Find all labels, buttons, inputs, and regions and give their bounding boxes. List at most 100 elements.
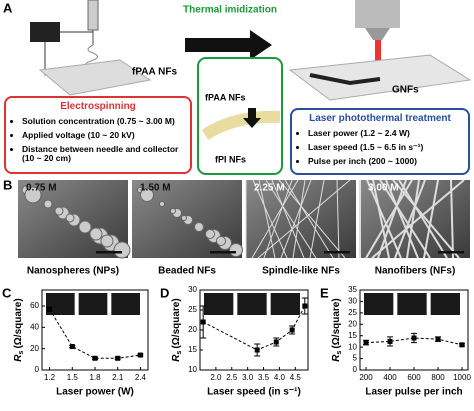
laser-head bbox=[355, 0, 400, 28]
param: Distance between needle and collector (1… bbox=[22, 144, 184, 165]
electrospinning-box: Electrospinning Solution concentration (… bbox=[4, 96, 192, 174]
y-tick-label: 20 bbox=[348, 319, 357, 328]
caption: Beaded NFs bbox=[158, 266, 216, 277]
y-tick-label: 0 bbox=[353, 365, 358, 374]
inset-photo bbox=[397, 293, 427, 315]
data-point bbox=[137, 352, 143, 358]
fiber bbox=[271, 179, 305, 259]
fiber bbox=[377, 179, 407, 259]
y-tick-label: 0 bbox=[35, 365, 40, 374]
collector bbox=[38, 59, 152, 96]
fiber bbox=[394, 179, 426, 259]
fiber bbox=[280, 179, 312, 259]
fiber bbox=[278, 179, 346, 259]
fiber bbox=[398, 179, 448, 259]
x-tick-label: 1000 bbox=[453, 373, 471, 382]
x-tick-label: 400 bbox=[383, 373, 397, 382]
particle bbox=[43, 199, 53, 209]
x-tick-label: 1.8 bbox=[89, 373, 101, 382]
y-tick-label: 15 bbox=[348, 331, 357, 340]
particle bbox=[229, 243, 243, 257]
fiber bbox=[292, 179, 306, 259]
fiber bbox=[366, 179, 402, 259]
gnf-label: GNFs bbox=[392, 85, 419, 96]
particle bbox=[216, 236, 226, 246]
fiber bbox=[201, 110, 281, 141]
fiber bbox=[284, 179, 334, 259]
caption: Nanofibers (NFs) bbox=[375, 266, 456, 277]
y-tick-label: 60 bbox=[30, 301, 39, 310]
param: Applied voltage (10 ~ 20 kV) bbox=[22, 130, 184, 141]
y-axis-label: Rs (Ω/square) bbox=[331, 298, 343, 361]
particle bbox=[89, 227, 103, 241]
syringe bbox=[87, 0, 99, 31]
concentration-label: 3.00 M bbox=[368, 183, 399, 194]
y-tick-label: 30 bbox=[188, 285, 197, 294]
data-point bbox=[289, 327, 295, 333]
x-tick-label: 3.0 bbox=[242, 373, 254, 382]
x-tick-label: 4.0 bbox=[274, 373, 286, 382]
scale-bar bbox=[210, 251, 236, 254]
fpaa-label: fPAA NFs bbox=[132, 67, 177, 78]
x-axis-label: Laser power (W) bbox=[56, 387, 134, 398]
panel-label: C bbox=[2, 285, 12, 300]
panel-label: A bbox=[3, 0, 13, 15]
panel-label: B bbox=[3, 177, 12, 192]
y-tick-label: 40 bbox=[30, 322, 39, 331]
inset-photo bbox=[430, 293, 460, 315]
y-label-unit: (Ω/square) bbox=[331, 298, 342, 348]
x-tick-label: 1.5 bbox=[67, 373, 79, 382]
power-supply bbox=[30, 22, 60, 42]
x-tick-label: 600 bbox=[407, 373, 421, 382]
fiber bbox=[392, 179, 460, 259]
y-label-subscript: s bbox=[336, 350, 343, 354]
inset-photo bbox=[237, 293, 267, 315]
x-tick-label: 2.4 bbox=[135, 373, 147, 382]
data-point bbox=[47, 306, 53, 312]
fiber bbox=[336, 179, 340, 259]
particle bbox=[113, 241, 131, 259]
x-tick-label: 2.5 bbox=[226, 373, 238, 382]
data-point bbox=[200, 319, 206, 325]
y-label-symbol: R bbox=[171, 354, 182, 362]
data-point bbox=[459, 342, 465, 348]
y-tick-label: 10 bbox=[348, 342, 357, 351]
caption: Spindle-like NFs bbox=[262, 266, 340, 277]
inset-photo bbox=[204, 293, 234, 315]
fiber bbox=[257, 179, 351, 259]
graphene-trace bbox=[309, 73, 381, 86]
data-point bbox=[387, 338, 393, 344]
data-point bbox=[115, 355, 121, 361]
scale-bar bbox=[324, 251, 350, 254]
y-tick-label: 30 bbox=[348, 297, 357, 306]
particle bbox=[170, 208, 176, 214]
particle bbox=[181, 215, 187, 221]
scale-bar bbox=[96, 251, 122, 254]
x-tick-label: 2.0 bbox=[210, 373, 222, 382]
series-line bbox=[49, 308, 141, 359]
inset-bottom-label: fPI NFs bbox=[215, 154, 246, 164]
inset-photo bbox=[46, 293, 75, 315]
inset-top-label: fPAA NFs bbox=[205, 92, 246, 102]
fiber bbox=[450, 179, 454, 259]
y-label-subscript: s bbox=[18, 350, 25, 354]
concentration-label: 2.25 M bbox=[254, 183, 285, 194]
fiber bbox=[371, 179, 465, 259]
data-point bbox=[363, 340, 369, 346]
fiber bbox=[258, 179, 276, 259]
fiber bbox=[379, 179, 431, 259]
series-line bbox=[365, 337, 463, 346]
inset-photo bbox=[78, 293, 108, 315]
caption: Nanospheres (NPs) bbox=[27, 266, 119, 277]
laser-box: Laser photothermal treatment Laser power… bbox=[290, 108, 470, 175]
x-axis-label: Laser speed (in s⁻¹) bbox=[207, 387, 301, 398]
particle bbox=[100, 234, 114, 248]
y-axis-label: Rs (Ω/square) bbox=[13, 298, 25, 361]
y-tick-label: 20 bbox=[30, 344, 39, 353]
param: Pulse per inch (200 ~ 1000) bbox=[308, 156, 462, 167]
param: Laser speed (1.5 ~ 6.5 in s⁻¹) bbox=[308, 142, 462, 153]
data-point bbox=[411, 335, 417, 341]
data-point bbox=[254, 347, 260, 353]
fiber bbox=[385, 179, 419, 259]
y-tick-label: 15 bbox=[188, 345, 197, 354]
